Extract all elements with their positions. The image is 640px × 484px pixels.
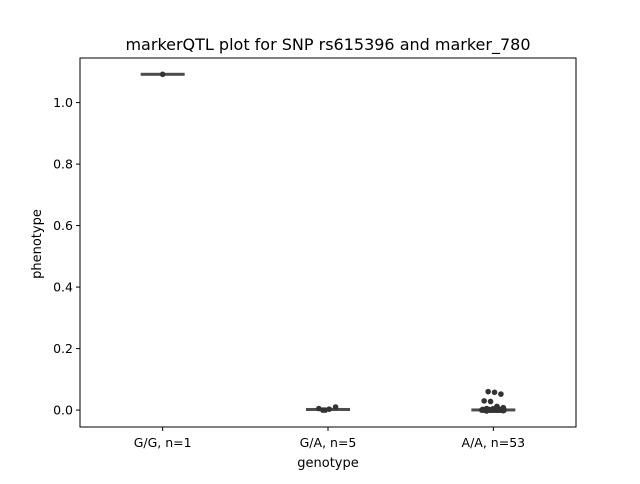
- y-tick-label: 0.0: [53, 403, 73, 418]
- data-point: [316, 405, 322, 412]
- y-tick-label: 0.6: [53, 218, 73, 233]
- data-point: [485, 388, 491, 395]
- x-tick-label: G/G, n=1: [134, 435, 192, 450]
- y-tick-label: 0.8: [53, 157, 73, 172]
- y-axis-label: phenotype: [30, 209, 45, 279]
- data-point: [494, 407, 500, 413]
- x-tick-label: G/A, n=5: [300, 435, 357, 450]
- data-point: [332, 404, 339, 410]
- chart-title: markerQTL plot for SNP rs615396 and mark…: [125, 35, 530, 55]
- data-point: [483, 408, 490, 414]
- data-point: [487, 398, 494, 405]
- data-point: [498, 391, 504, 397]
- y-tick-label: 0.2: [53, 341, 73, 356]
- data-point: [481, 398, 487, 404]
- data-point: [500, 407, 507, 414]
- y-tick-label: 0.4: [53, 280, 73, 295]
- axes-frame: [79, 57, 577, 428]
- plot-area: 0.0 0.2 0.4 0.6 0.8 1.0 G/G, n=1 G/A, n=5 A/A, n…: [53, 71, 525, 450]
- data-point: [322, 407, 329, 413]
- data-point: [491, 389, 498, 396]
- x-axis-label: genotype: [297, 456, 358, 471]
- y-tick-label: 1.0: [53, 95, 73, 110]
- data-point: [159, 71, 166, 78]
- x-tick-label: A/A, n=53: [462, 435, 526, 450]
